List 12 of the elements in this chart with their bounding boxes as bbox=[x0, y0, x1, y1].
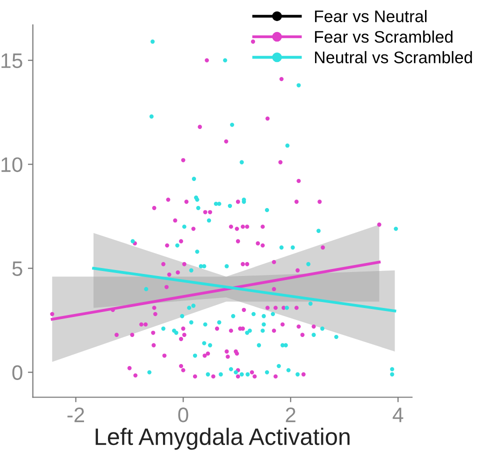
x-tick-label: 4 bbox=[392, 408, 404, 422]
y-tick-label: 10 bbox=[2, 157, 22, 172]
legend-label: Neutral vs Scrambled bbox=[315, 51, 472, 64]
y-tick-label: 5 bbox=[12, 262, 22, 276]
y-tick-label: 15 bbox=[2, 54, 22, 68]
x-tick-label: 0 bbox=[178, 408, 188, 422]
x-tick-label: 2 bbox=[286, 408, 296, 422]
x-tick-label: -2 bbox=[67, 408, 84, 422]
legend-label: Fear vs Neutral bbox=[315, 10, 426, 22]
legend-label: Fear vs Scrambled bbox=[315, 30, 452, 43]
x-axis-title: Left Amygdala Activation bbox=[96, 428, 350, 450]
y-tick-label: 0 bbox=[12, 365, 22, 380]
